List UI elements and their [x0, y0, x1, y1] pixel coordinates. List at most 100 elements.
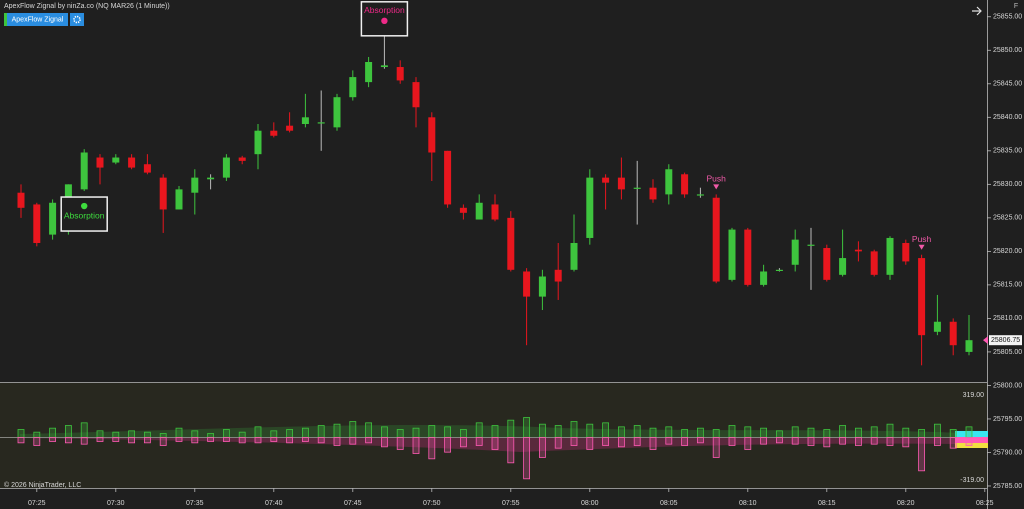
buy-bar	[791, 426, 799, 438]
sell-bar	[396, 437, 404, 450]
buy-bar	[712, 429, 720, 438]
sell-bar	[539, 437, 546, 458]
sell-bar	[855, 437, 862, 446]
candle-body	[823, 248, 831, 280]
buy-bar	[665, 426, 673, 438]
sell-bar	[665, 437, 673, 445]
candle-body	[112, 157, 120, 163]
corner-label[interactable]: F	[1014, 3, 1018, 10]
buy-bar	[112, 431, 120, 438]
candle-body	[175, 189, 183, 210]
y-tick-label: 25830.00	[993, 181, 1022, 188]
buy-bar	[744, 426, 752, 438]
sell-bar	[934, 437, 941, 446]
buy-bar	[349, 421, 357, 438]
sell-bar	[175, 437, 183, 442]
chart-title: ApexFlow Zignal by ninZa.co (NQ MAR26 (1…	[4, 3, 170, 10]
candle-body	[807, 244, 815, 246]
buy-bar	[444, 426, 452, 438]
candle-body	[870, 251, 878, 275]
buy-bar	[396, 429, 404, 438]
x-tick-label: 07:45	[344, 500, 362, 507]
x-tick-label: 08:00	[581, 500, 599, 507]
buy-bar	[649, 427, 657, 438]
x-tick-label: 08:20	[897, 500, 915, 507]
candle-body	[617, 177, 625, 190]
buy-bar	[507, 419, 515, 438]
buy-bar	[681, 429, 688, 438]
buy-bar	[839, 425, 846, 438]
annotation-dot	[81, 202, 88, 210]
sell-bar	[80, 437, 88, 445]
candle-body	[365, 62, 373, 83]
buy-bar	[191, 430, 199, 438]
candle-body	[633, 187, 641, 189]
candle-body	[270, 130, 278, 136]
sell-bar	[649, 437, 657, 450]
settings-button[interactable]	[70, 13, 84, 26]
buy-bar	[65, 425, 72, 438]
cyan-tag	[955, 431, 988, 437]
arrow-icon[interactable]	[972, 6, 982, 16]
sell-bar	[823, 437, 831, 448]
candle-body	[538, 276, 546, 297]
last-price-marker	[983, 336, 988, 345]
sell-bar	[49, 437, 56, 442]
x-tick-label: 07:40	[265, 500, 283, 507]
sell-bar	[902, 437, 910, 448]
buy-bar	[949, 429, 957, 438]
candle-body	[649, 187, 657, 200]
y-tick-label: 25810.00	[993, 315, 1022, 322]
sell-bar	[791, 437, 799, 445]
annotation-label: Absorption	[364, 5, 405, 15]
sell-bar	[918, 437, 925, 472]
sell-bar	[238, 437, 246, 444]
candle-body	[254, 130, 262, 155]
sell-bar	[65, 437, 72, 444]
sell-bar	[317, 437, 325, 444]
sell-bar	[96, 437, 104, 442]
gear-icon	[73, 15, 81, 24]
sell-bar	[965, 437, 973, 446]
buy-bar	[80, 422, 88, 438]
candle-body	[17, 192, 25, 208]
buy-bar	[697, 427, 704, 438]
sell-bar	[807, 437, 815, 446]
buy-bar	[728, 425, 736, 438]
indicator-button-label[interactable]: ApexFlow Zignal	[12, 16, 64, 23]
indicator-button[interactable]	[7, 13, 68, 26]
sell-bar	[570, 437, 578, 446]
button-strip	[4, 13, 7, 26]
buy-bar	[17, 429, 25, 438]
buy-bar	[428, 425, 436, 438]
sell-bar	[333, 437, 341, 446]
buy-bar	[618, 426, 625, 438]
sell-bar	[475, 437, 483, 446]
buy-bar	[317, 425, 325, 438]
candle-body	[444, 150, 452, 205]
candle-body	[554, 269, 562, 282]
indicator-tick-label: -319.00	[960, 477, 984, 484]
sell-bar	[712, 437, 720, 458]
x-tick-label: 08:25	[976, 500, 994, 507]
buy-bar	[965, 426, 973, 438]
candle-body	[96, 157, 104, 168]
x-tick-label: 08:15	[818, 500, 836, 507]
buy-bar	[823, 429, 831, 438]
candle-body	[712, 197, 720, 282]
sell-bar	[254, 437, 262, 444]
buy-bar	[207, 433, 215, 438]
buy-bar	[855, 427, 862, 438]
candle-body	[317, 122, 325, 124]
buy-bar	[918, 429, 925, 438]
sell-bar	[554, 437, 562, 449]
sell-bar	[428, 437, 436, 460]
buy-bar	[523, 417, 530, 438]
x-tick-label: 07:30	[107, 500, 125, 507]
candle-body	[775, 269, 783, 272]
sell-bar	[459, 437, 467, 448]
buy-bar	[159, 433, 167, 438]
annotation-dot	[381, 17, 388, 25]
sell-bar	[633, 437, 641, 446]
